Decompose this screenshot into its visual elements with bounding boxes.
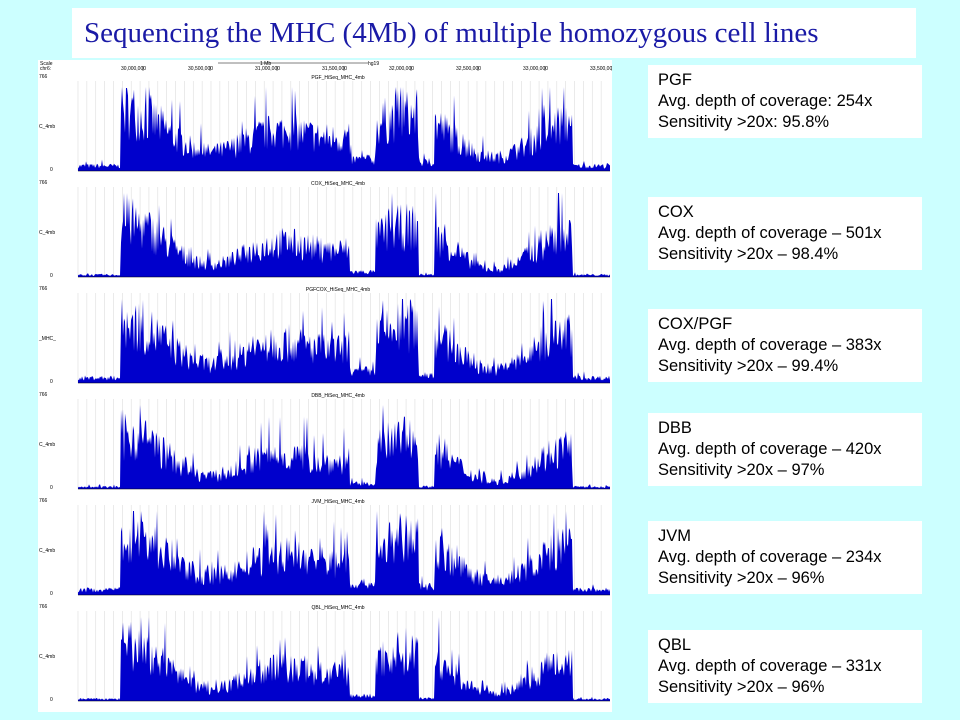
track-name: PGF_HiSeq_MHC_4mb [311,75,365,81]
panel-depth: Avg. depth of coverage: 254x [658,92,873,110]
track-y-max: 766 [39,604,48,610]
panel-sample: COX [658,203,694,221]
track-y-min: 0 [50,167,53,173]
panel-sample: COX/PGF [658,315,733,333]
position-label: 33,000,000 [523,66,548,72]
sample-panel: COX Avg. depth of coverage – 501x Sensitiv… [648,197,922,270]
track-name: QBL_HiSeq_MHC_4mb [311,605,364,611]
panel-sensitivity: Sensitivity >20x: 95.8% [658,113,830,131]
assembly-label: hg19 [368,61,379,67]
position-label: 31,500,000 [322,66,347,72]
panel-depth: Avg. depth of coverage – 420x [658,440,882,458]
panel-depth: Avg. depth of coverage – 331x [658,657,882,675]
scale-label: Scale [40,61,53,67]
track-name: COX_HiSeq_MHC_4mb [311,181,365,187]
coverage-track [78,193,610,277]
sample-panel: PGF Avg. depth of coverage: 254x Sensitivi… [648,65,922,138]
track-y-min: 0 [50,485,53,491]
track-y-min: 0 [50,697,53,703]
coverage-track [78,511,610,595]
track-y-max: 766 [39,286,48,292]
coverage-track [78,617,610,701]
panel-depth: Avg. depth of coverage – 501x [658,224,882,242]
panel-sensitivity: Sensitivity >20x – 98.4% [658,245,839,263]
panel-sensitivity: Sensitivity >20x – 97% [658,461,825,479]
panel-sensitivity: Sensitivity >20x – 99.4% [658,357,839,375]
track-name: JVM_HiSeq_MHC_4mb [311,499,364,505]
track-y-max: 766 [39,392,48,398]
position-label: 30,000,000 [121,66,146,72]
chrom-label: chr6: [40,66,51,72]
track-y-min: 0 [50,273,53,279]
panel-sample: QBL [658,636,692,654]
sample-panel: JVM Avg. depth of coverage – 234x Sensitiv… [648,521,922,594]
sample-panel: DBB Avg. depth of coverage – 420x Sensitiv… [648,413,922,486]
track-y-max: 766 [39,74,48,80]
position-label: 33,500,000 [590,66,612,72]
scale-bar-label: 1 Mb [260,61,271,67]
track-y-min: 0 [50,591,53,597]
track-name: DBB_HiSeq_MHC_4mb [311,393,365,399]
track-y-label: C_4mb [39,124,55,130]
slide-title: Sequencing the MHC (4Mb) of multiple hom… [72,8,916,58]
track-y-max: 766 [39,498,48,504]
track-y-label: C_4mb [39,654,55,660]
track-y-label: C_4mb [39,442,55,448]
position-label: 32,500,000 [456,66,481,72]
panel-sample: PGF [658,71,692,89]
track-y-min: 0 [50,379,53,385]
position-label: 32,000,000 [389,66,414,72]
track-y-label: _MHC_ [38,336,56,342]
panel-depth: Avg. depth of coverage – 234x [658,548,882,566]
track-y-max: 766 [39,180,48,186]
panel-sample: DBB [658,419,692,437]
coverage-track [78,87,610,171]
panel-depth: Avg. depth of coverage – 383x [658,336,882,354]
track-y-label: C_4mb [39,548,55,554]
position-label: 31,000,000 [255,66,280,72]
sample-panel: COX/PGF Avg. depth of coverage – 383x Sens… [648,309,922,382]
coverage-track [78,405,610,489]
position-label: 30,500,000 [188,66,213,72]
panel-sensitivity: Sensitivity >20x – 96% [658,678,825,696]
coverage-track [78,299,610,383]
track-name: PGFCOX_HiSeq_MHC_4mb [306,287,370,293]
panel-sensitivity: Sensitivity >20x – 96% [658,569,825,587]
sample-panel: QBL Avg. depth of coverage – 331x Sensitiv… [648,630,922,703]
track-y-label: C_4mb [39,230,55,236]
panel-sample: JVM [658,527,691,545]
